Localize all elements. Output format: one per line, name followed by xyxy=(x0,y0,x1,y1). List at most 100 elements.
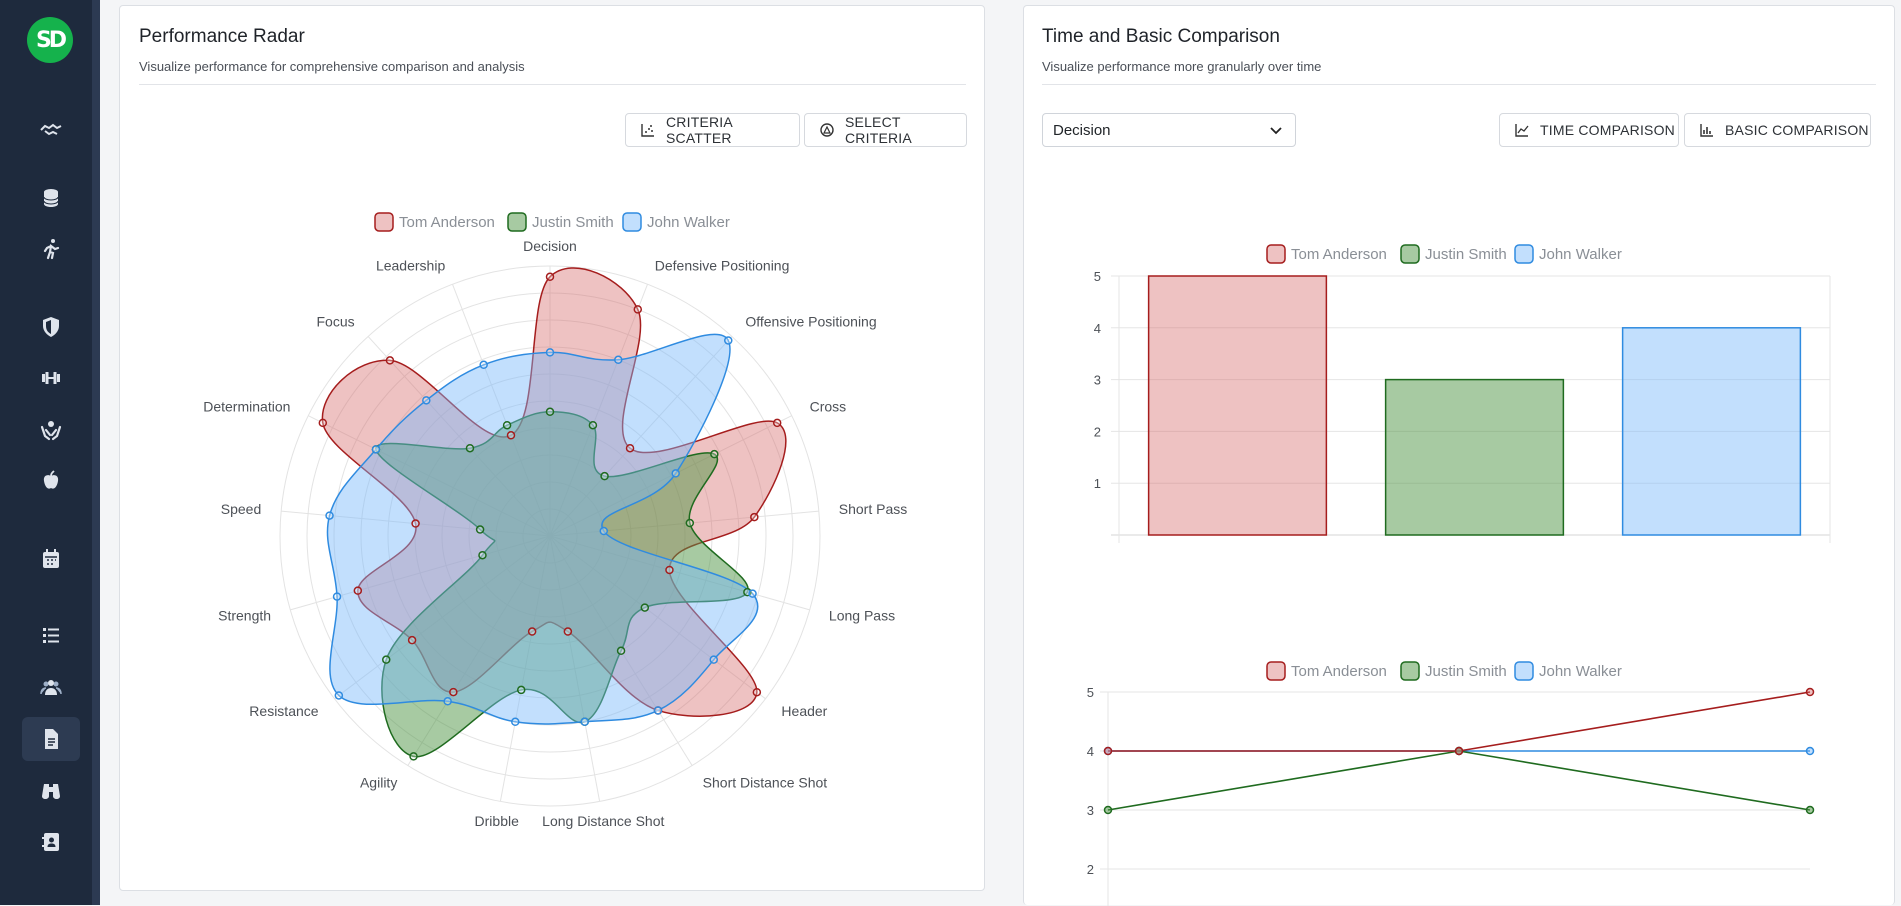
radar-point xyxy=(506,431,516,440)
sidebar-item-database[interactable] xyxy=(22,176,80,220)
line-y-tick-label: 2 xyxy=(1087,862,1094,877)
running-icon xyxy=(43,239,60,260)
sidebar-scrollbar[interactable] xyxy=(92,0,100,905)
scatter-chart-icon xyxy=(641,124,654,137)
bar-legend-swatch xyxy=(1266,244,1286,264)
sidebar-item-report[interactable] xyxy=(22,717,80,761)
sidebar: SD xyxy=(0,0,100,905)
calendar-icon xyxy=(43,549,59,568)
radar-card-title: Performance Radar xyxy=(139,26,305,47)
line-legend-swatch xyxy=(1266,661,1286,681)
criteria-select[interactable]: Decision xyxy=(1042,113,1296,147)
radar-point xyxy=(409,752,418,761)
sidebar-item-binoculars[interactable] xyxy=(22,768,80,812)
bar-y-tick-label: 1 xyxy=(1094,476,1101,491)
radar-point xyxy=(752,687,762,697)
radar-point xyxy=(709,655,719,664)
report-icon xyxy=(45,729,58,749)
radar-point xyxy=(640,603,650,612)
radar-point xyxy=(653,706,663,715)
bar-legend-swatch xyxy=(1400,244,1420,264)
radar-point xyxy=(616,646,626,656)
radar-point xyxy=(478,550,487,560)
criteria-scatter-label: CRITERIA SCATTER xyxy=(666,114,733,146)
bar-y-tick-label: 4 xyxy=(1094,321,1101,336)
chevron-down-icon xyxy=(1270,127,1282,135)
line-legend-label: Tom Anderson xyxy=(1291,663,1387,680)
logo[interactable]: SD xyxy=(27,17,73,63)
sidebar-item-calendar[interactable] xyxy=(22,537,80,581)
radar-point xyxy=(325,511,334,520)
line-legend-swatch xyxy=(1400,661,1420,681)
bar-y-tick-label: 5 xyxy=(1094,269,1101,284)
sidebar-item-users[interactable] xyxy=(22,665,80,709)
handshake-icon xyxy=(40,123,62,136)
radar-legend-swatch xyxy=(507,212,527,232)
radar-series-area xyxy=(326,333,759,725)
contact-card-icon xyxy=(42,833,59,851)
radar-axis-label: Cross xyxy=(810,399,847,415)
sidebar-item-shield[interactable] xyxy=(22,305,80,349)
line-point xyxy=(1103,805,1113,815)
radar-axis-label: Resistance xyxy=(249,703,318,719)
radar-point xyxy=(465,443,475,453)
bar-legend-label: Tom Anderson xyxy=(1291,246,1387,263)
radar-card-subtitle: Visualize performance for comprehensive … xyxy=(139,59,525,74)
radar-point xyxy=(633,305,643,314)
basic-comparison-bar-chart: 1 2 3 4 5 Tom Anderson Justin Smith John Walker… xyxy=(1087,244,1831,906)
bar-legend-label: Justin Smith xyxy=(1425,246,1507,263)
radar-point xyxy=(580,717,589,727)
sidebar-item-contact-card[interactable] xyxy=(22,820,80,864)
select-criteria-button[interactable]: SELECT CRITERIA xyxy=(804,113,967,147)
radar-axis-label: Long Pass xyxy=(829,607,895,623)
line-point xyxy=(1805,805,1815,815)
sidebar-item-running[interactable] xyxy=(22,227,80,271)
radar-point xyxy=(671,469,680,478)
hands-care-icon xyxy=(40,421,62,441)
line-point xyxy=(1805,687,1815,697)
radar-axis-label: Determination xyxy=(203,399,290,415)
target-icon xyxy=(820,123,834,137)
sidebar-item-list[interactable] xyxy=(22,613,80,657)
time-comparison-label: TIME COMPARISON xyxy=(1540,122,1675,138)
performance-radar-card: Performance Radar Visualize performance … xyxy=(119,5,985,891)
radar-point xyxy=(685,518,695,528)
radar-point xyxy=(724,336,733,345)
time-comparison-button[interactable]: TIME COMPARISON xyxy=(1499,113,1679,147)
line-y-tick-label: 4 xyxy=(1087,744,1094,759)
radar-point xyxy=(502,420,512,430)
sidebar-item-apple[interactable] xyxy=(22,459,80,503)
list-icon xyxy=(43,628,59,643)
time-basic-comparison-card: Time and Basic Comparison Visualize perf… xyxy=(1023,5,1895,906)
sidebar-item-handshake[interactable] xyxy=(22,108,80,152)
line-y-tick-label: 3 xyxy=(1087,803,1094,818)
radar-legend-label: John Walker xyxy=(647,214,730,231)
line-point xyxy=(1454,746,1464,756)
comparison-card-title: Time and Basic Comparison xyxy=(1042,26,1280,47)
logo-text: SD xyxy=(35,27,67,53)
radar-point xyxy=(407,635,417,645)
radar-point xyxy=(545,407,555,417)
radar-point xyxy=(411,519,420,528)
sidebar-item-dumbbell[interactable] xyxy=(22,356,80,400)
bar xyxy=(1384,378,1565,536)
radar-point xyxy=(545,348,555,357)
radar-axis-label: Offensive Positioning xyxy=(745,314,876,330)
bar-legend-label: John Walker xyxy=(1539,246,1622,263)
comparison-card-subtitle: Visualize performance more granularly ov… xyxy=(1042,59,1322,74)
line-y-tick-label: 5 xyxy=(1087,685,1094,700)
radar-legend-label: Tom Anderson xyxy=(399,214,495,231)
radar-point xyxy=(600,471,609,481)
radar-axis-label: Short Pass xyxy=(839,501,907,517)
basic-comparison-button[interactable]: BASIC COMPARISON xyxy=(1684,113,1871,147)
divider xyxy=(1042,84,1876,85)
bar-y-tick-label: 2 xyxy=(1094,424,1101,439)
radar-point xyxy=(545,272,555,282)
criteria-scatter-button[interactable]: CRITERIA SCATTER xyxy=(625,113,800,147)
radar-point xyxy=(422,396,431,405)
line-legend-label: Justin Smith xyxy=(1425,663,1507,680)
dumbbell-icon xyxy=(42,372,60,384)
sidebar-item-hands-care[interactable] xyxy=(22,408,80,452)
radar-axis-label: Short Distance Shot xyxy=(703,775,828,791)
line-series xyxy=(1108,691,1811,752)
